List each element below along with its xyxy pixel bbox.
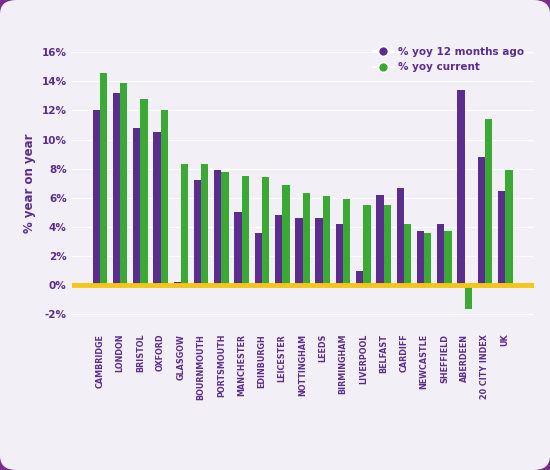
Bar xyxy=(113,93,120,285)
Bar xyxy=(194,180,201,285)
Bar xyxy=(336,224,343,285)
Bar xyxy=(100,72,107,285)
Bar xyxy=(133,128,140,285)
Bar xyxy=(364,205,371,285)
Bar xyxy=(465,285,472,309)
Bar xyxy=(316,218,323,285)
Bar xyxy=(174,282,181,285)
Bar xyxy=(222,172,229,285)
Bar xyxy=(153,132,161,285)
Bar xyxy=(404,224,411,285)
Bar xyxy=(214,170,222,285)
Y-axis label: % year on year: % year on year xyxy=(23,133,36,233)
Bar xyxy=(262,178,270,285)
Bar xyxy=(356,271,364,285)
Bar xyxy=(383,205,391,285)
Bar xyxy=(444,231,452,285)
Bar xyxy=(140,99,147,285)
Bar xyxy=(458,90,465,285)
Bar xyxy=(295,218,303,285)
Bar xyxy=(241,176,249,285)
Bar xyxy=(437,224,444,285)
Bar xyxy=(282,185,289,285)
Bar xyxy=(397,188,404,285)
Bar xyxy=(234,212,241,285)
Bar xyxy=(120,83,128,285)
Bar xyxy=(505,170,513,285)
Bar xyxy=(161,110,168,285)
Bar xyxy=(343,199,350,285)
Bar xyxy=(477,157,485,285)
Bar xyxy=(255,233,262,285)
Legend: % yoy 12 months ago, % yoy current: % yoy 12 months ago, % yoy current xyxy=(369,43,529,76)
Bar xyxy=(376,195,383,285)
Bar xyxy=(485,119,492,285)
Bar xyxy=(302,194,310,285)
Bar xyxy=(275,215,282,285)
Bar xyxy=(92,110,100,285)
Bar xyxy=(181,164,188,285)
Bar xyxy=(498,191,505,285)
Bar xyxy=(424,233,431,285)
Bar xyxy=(201,164,208,285)
Bar xyxy=(417,231,424,285)
Bar xyxy=(323,196,330,285)
